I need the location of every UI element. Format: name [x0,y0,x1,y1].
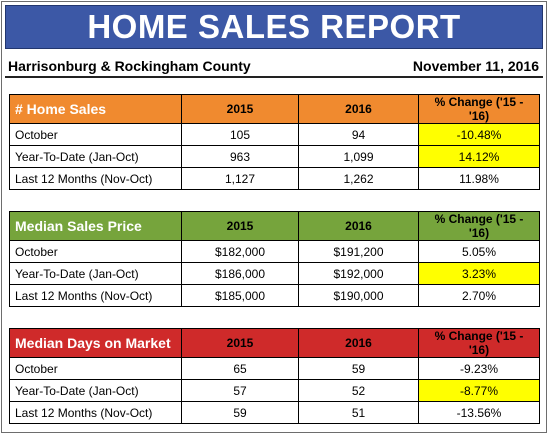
column-header-2016: 2016 [298,94,419,124]
value-2016: 1,099 [298,145,419,168]
table-header-row: # Home Sales 2015 2016 % Change ('15 - '… [9,94,540,124]
section-title: Median Days on Market [9,328,182,358]
value-2016: 52 [298,379,419,402]
row-label: Last 12 Months (Nov-Oct) [9,401,182,424]
report-date: November 11, 2016 [412,58,539,74]
row-label: Last 12 Months (Nov-Oct) [9,167,182,190]
value-2015: $182,000 [181,240,299,263]
table-row: Year-To-Date (Jan-Oct) $186,000 $192,000… [9,262,540,285]
row-label: Last 12 Months (Nov-Oct) [9,284,182,307]
home-sales-table: # Home Sales 2015 2016 % Change ('15 - '… [9,94,540,190]
percent-change: -13.56% [418,401,540,424]
value-2015: 59 [181,401,299,424]
column-header-2015: 2015 [181,328,299,358]
column-header-change: % Change ('15 - '16) [418,211,540,241]
table-header-row: Median Days on Market 2015 2016 % Change… [9,328,540,358]
table-row: Last 12 Months (Nov-Oct) 59 51 -13.56% [9,401,540,424]
value-2016: 59 [298,357,419,380]
region-label: Harrisonburg & Rockingham County [8,58,251,74]
percent-change: 5.05% [418,240,540,263]
section-title: Median Sales Price [9,211,182,241]
table-header-row: Median Sales Price 2015 2016 % Change ('… [9,211,540,241]
percent-change: -9.23% [418,357,540,380]
value-2015: 65 [181,357,299,380]
column-header-2015: 2015 [181,94,299,124]
table-row: Year-To-Date (Jan-Oct) 963 1,099 14.12% [9,145,540,168]
table-row: Last 12 Months (Nov-Oct) 1,127 1,262 11.… [9,167,540,190]
report-title: HOME SALES REPORT [5,5,543,49]
table-row: October $182,000 $191,200 5.05% [9,240,540,263]
value-2016: $191,200 [298,240,419,263]
percent-change-highlighted: -10.48% [418,123,540,146]
median-days-on-market-table: Median Days on Market 2015 2016 % Change… [9,328,540,424]
row-label: Year-To-Date (Jan-Oct) [9,379,182,402]
table-row: October 105 94 -10.48% [9,123,540,146]
percent-change: 2.70% [418,284,540,307]
column-header-change: % Change ('15 - '16) [418,328,540,358]
value-2016: 1,262 [298,167,419,190]
column-header-2016: 2016 [298,211,419,241]
value-2015: $186,000 [181,262,299,285]
percent-change-highlighted: 3.23% [418,262,540,285]
percent-change-highlighted: -8.77% [418,379,540,402]
median-sales-price-table: Median Sales Price 2015 2016 % Change ('… [9,211,540,307]
table-row: October 65 59 -9.23% [9,357,540,380]
value-2016: $192,000 [298,262,419,285]
section-title: # Home Sales [9,94,182,124]
value-2015: 963 [181,145,299,168]
value-2015: $185,000 [181,284,299,307]
row-label: Year-To-Date (Jan-Oct) [9,145,182,168]
row-label: October [9,240,182,263]
row-label: Year-To-Date (Jan-Oct) [9,262,182,285]
value-2016: 51 [298,401,419,424]
percent-change-highlighted: 14.12% [418,145,540,168]
column-header-2015: 2015 [181,211,299,241]
value-2015: 105 [181,123,299,146]
table-row: Last 12 Months (Nov-Oct) $185,000 $190,0… [9,284,540,307]
row-label: October [9,123,182,146]
row-label: October [9,357,182,380]
value-2016: 94 [298,123,419,146]
percent-change: 11.98% [418,167,540,190]
value-2015: 57 [181,379,299,402]
column-header-change: % Change ('15 - '16) [418,94,540,124]
column-header-2016: 2016 [298,328,419,358]
value-2016: $190,000 [298,284,419,307]
report-subheader: Harrisonburg & Rockingham County Novembe… [5,52,543,78]
value-2015: 1,127 [181,167,299,190]
table-row: Year-To-Date (Jan-Oct) 57 52 -8.77% [9,379,540,402]
